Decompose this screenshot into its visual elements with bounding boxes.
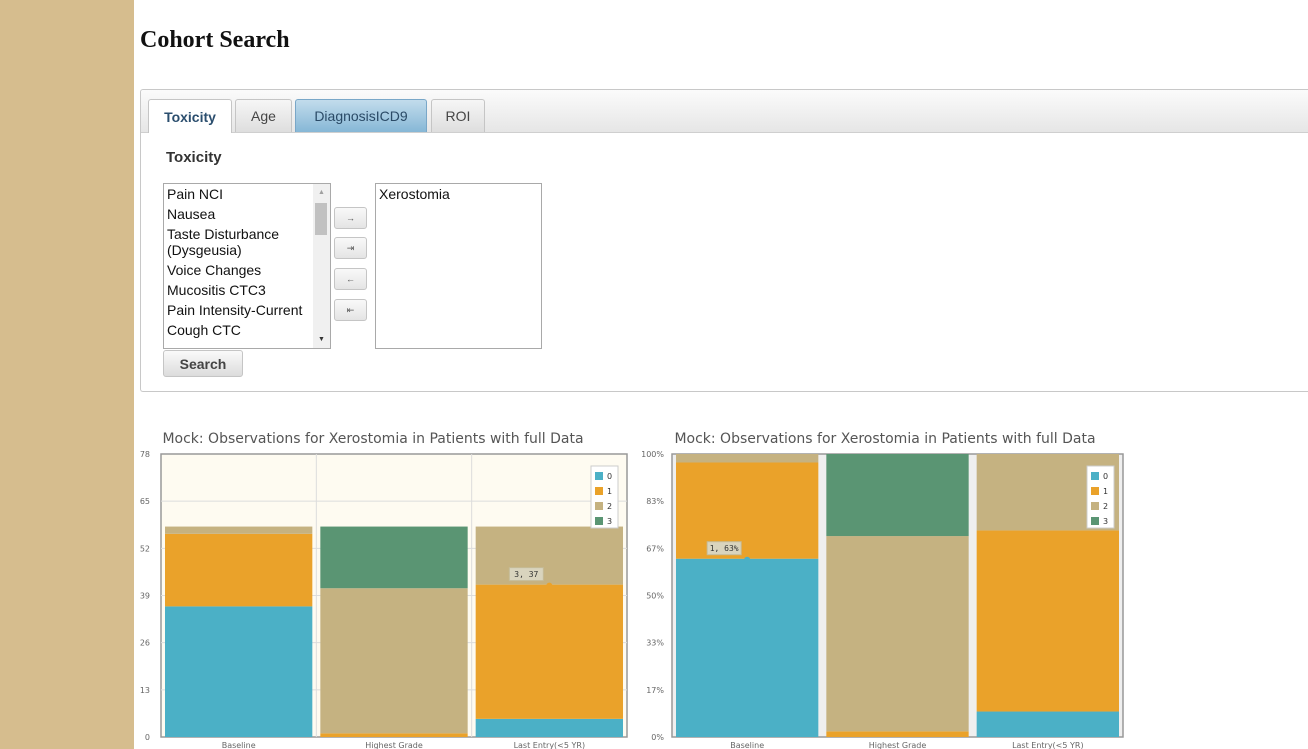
page-title: Cohort Search	[140, 27, 290, 53]
tab-diagnosis-icd9[interactable]: DiagnosisICD9	[295, 99, 427, 132]
y-tick-label: 17%	[646, 686, 664, 695]
y-tick-label: 50%	[646, 592, 664, 601]
y-tick-label: 26	[140, 639, 150, 648]
list-item[interactable]: Mucositis CTC3	[167, 282, 266, 298]
tooltip-label: 3, 37	[514, 570, 538, 579]
legend-label: 1	[1103, 487, 1108, 496]
selected-toxicity-list[interactable]: Xerostomia	[375, 183, 542, 349]
available-toxicity-list[interactable]: Pain NCI Nausea Taste Disturbance (Dysge…	[163, 183, 331, 349]
move-right-button[interactable]: →	[334, 207, 367, 229]
bar-segment[interactable]	[320, 733, 468, 737]
y-tick-label: 100%	[641, 450, 664, 459]
move-all-right-button[interactable]: ⇥	[334, 237, 367, 259]
list-item[interactable]: Taste Disturbance (Dysgeusia)	[167, 226, 280, 258]
bar-segment[interactable]	[676, 558, 819, 737]
bar-segment[interactable]	[165, 526, 313, 534]
legend: 0 1 2 3	[590, 465, 619, 529]
x-tick-label: Baseline	[730, 741, 764, 749]
bar-segment[interactable]	[320, 588, 468, 734]
bar-segment[interactable]	[475, 584, 623, 719]
search-button[interactable]: Search	[163, 350, 243, 377]
legend-swatch	[595, 487, 603, 495]
legend-label: 3	[607, 517, 612, 526]
scroll-up-icon[interactable]: ▲	[318, 189, 325, 196]
chart-title: Mock: Observations for Xerostomia in Pat…	[162, 431, 583, 447]
list-item[interactable]: Pain NCI	[167, 186, 224, 202]
x-tick-label: Last Entry(<5 YR)	[514, 741, 586, 749]
search-panel: Toxicity Age DiagnosisICD9 ROI Toxicity …	[140, 89, 1308, 392]
tooltip-label: 1, 63%	[710, 544, 739, 553]
bar-segment[interactable]	[165, 606, 313, 737]
bar-segment[interactable]	[826, 536, 969, 732]
tooltip-box	[706, 541, 742, 556]
legend-swatch	[1091, 487, 1099, 495]
tab-bar: Toxicity Age DiagnosisICD9 ROI	[141, 90, 1308, 133]
bar-segment[interactable]	[165, 533, 313, 607]
bar-segment[interactable]	[976, 711, 1119, 737]
legend-swatch	[1091, 472, 1099, 480]
x-tick-label: Highest Grade	[869, 741, 927, 749]
list-item[interactable]: Xerostomia	[379, 186, 450, 202]
list-item[interactable]: Pain Intensity-Current	[167, 302, 303, 318]
chart-2: Mock: Observations for Xerostomia in Pat…	[641, 431, 1124, 749]
move-all-left-button[interactable]: ⇤	[334, 299, 367, 321]
scroll-down-icon[interactable]: ▼	[318, 336, 325, 343]
legend-swatch	[1091, 517, 1099, 525]
list-item[interactable]: Voice Changes	[167, 262, 262, 278]
y-tick-label: 83%	[646, 497, 664, 506]
legend-swatch	[595, 517, 603, 525]
list-scrollbar[interactable]: ▲ ▼	[313, 184, 330, 348]
list-item[interactable]: Nausea	[167, 206, 216, 222]
chart-title: Mock: Observations for Xerostomia in Pat…	[674, 431, 1095, 447]
tooltip-marker	[744, 556, 751, 563]
bar-segment[interactable]	[976, 530, 1119, 712]
bar-segment[interactable]	[320, 526, 468, 589]
legend-label: 2	[607, 502, 612, 511]
legend-label: 0	[607, 472, 612, 481]
y-tick-label: 39	[140, 592, 150, 601]
y-tick-label: 52	[140, 544, 150, 553]
y-tick-label: 13	[140, 686, 150, 695]
y-tick-label: 67%	[646, 544, 664, 553]
y-tick-label: 0	[145, 733, 150, 742]
legend-swatch	[595, 502, 603, 510]
y-tick-label: 33%	[646, 639, 664, 648]
legend-swatch	[595, 472, 603, 480]
y-tick-label: 65	[140, 497, 150, 506]
bar-segment[interactable]	[475, 718, 623, 737]
legend: 0 1 2 3	[1086, 465, 1115, 529]
legend-label: 0	[1103, 472, 1108, 481]
scroll-thumb[interactable]	[315, 203, 327, 235]
list-item[interactable]: Cough CTC	[167, 322, 241, 338]
chart-1: Mock: Observations for Xerostomia in Pat…	[140, 431, 628, 749]
left-sidebar	[0, 0, 134, 749]
x-tick-label: Baseline	[222, 741, 256, 749]
y-tick-label: 0%	[651, 733, 664, 742]
y-tick-label: 78	[140, 450, 150, 459]
x-tick-label: Last Entry(<5 YR)	[1012, 741, 1084, 749]
toxicity-heading: Toxicity	[166, 149, 222, 166]
legend-swatch	[1091, 502, 1099, 510]
bar-segment[interactable]	[676, 454, 819, 463]
legend-label: 2	[1103, 502, 1108, 511]
tab-toxicity[interactable]: Toxicity	[148, 99, 232, 133]
legend-label: 1	[607, 487, 612, 496]
x-tick-label: Highest Grade	[365, 741, 423, 749]
charts-area: Mock: Observations for Xerostomia in Pat…	[140, 431, 1124, 749]
tab-age[interactable]: Age	[235, 99, 292, 132]
tab-roi[interactable]: ROI	[431, 99, 485, 132]
move-left-button[interactable]: ←	[334, 268, 367, 290]
legend-label: 3	[1103, 517, 1108, 526]
tooltip-marker	[546, 582, 553, 589]
bar-segment[interactable]	[826, 731, 969, 737]
tooltip-box	[508, 567, 544, 582]
bar-segment[interactable]	[475, 526, 623, 585]
bar-segment[interactable]	[676, 462, 819, 559]
bar-segment[interactable]	[826, 454, 969, 537]
